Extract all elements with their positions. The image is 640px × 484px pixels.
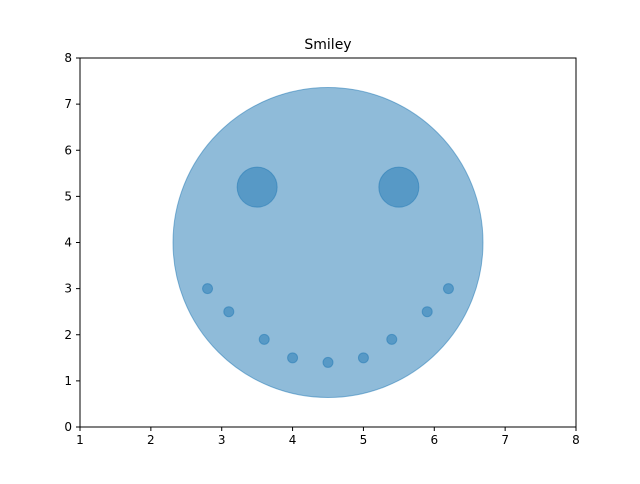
y-tick-label: 4 xyxy=(64,236,72,250)
data-point-mouth xyxy=(202,283,214,295)
y-tick-label: 6 xyxy=(64,143,72,157)
data-point-eyes xyxy=(378,166,420,208)
data-point-mouth xyxy=(223,306,235,318)
y-tick-label: 3 xyxy=(64,282,72,296)
y-tick-label: 1 xyxy=(64,374,72,388)
y-tick-label: 8 xyxy=(64,51,72,65)
x-tick-label: 7 xyxy=(501,433,509,447)
x-tick-label: 5 xyxy=(360,433,368,447)
data-point-face xyxy=(172,87,484,398)
x-tick-label: 4 xyxy=(289,433,297,447)
x-tick-label: 8 xyxy=(572,433,580,447)
data-point-mouth xyxy=(421,306,433,318)
y-tick-label: 5 xyxy=(64,189,72,203)
data-point-mouth xyxy=(322,356,334,368)
data-point-mouth xyxy=(357,352,369,364)
data-point-eyes xyxy=(236,166,278,208)
data-point-mouth xyxy=(442,283,454,295)
data-point-mouth xyxy=(287,352,299,364)
y-tick-label: 7 xyxy=(64,97,72,111)
x-tick-label: 2 xyxy=(147,433,155,447)
y-tick-label: 0 xyxy=(64,420,72,434)
data-point-mouth xyxy=(258,333,270,345)
x-tick-label: 3 xyxy=(218,433,226,447)
y-tick-label: 2 xyxy=(64,328,72,342)
data-point-mouth xyxy=(386,333,398,345)
chart-title: Smiley xyxy=(304,37,351,53)
x-tick-label: 1 xyxy=(76,433,84,447)
x-tick-label: 6 xyxy=(430,433,438,447)
